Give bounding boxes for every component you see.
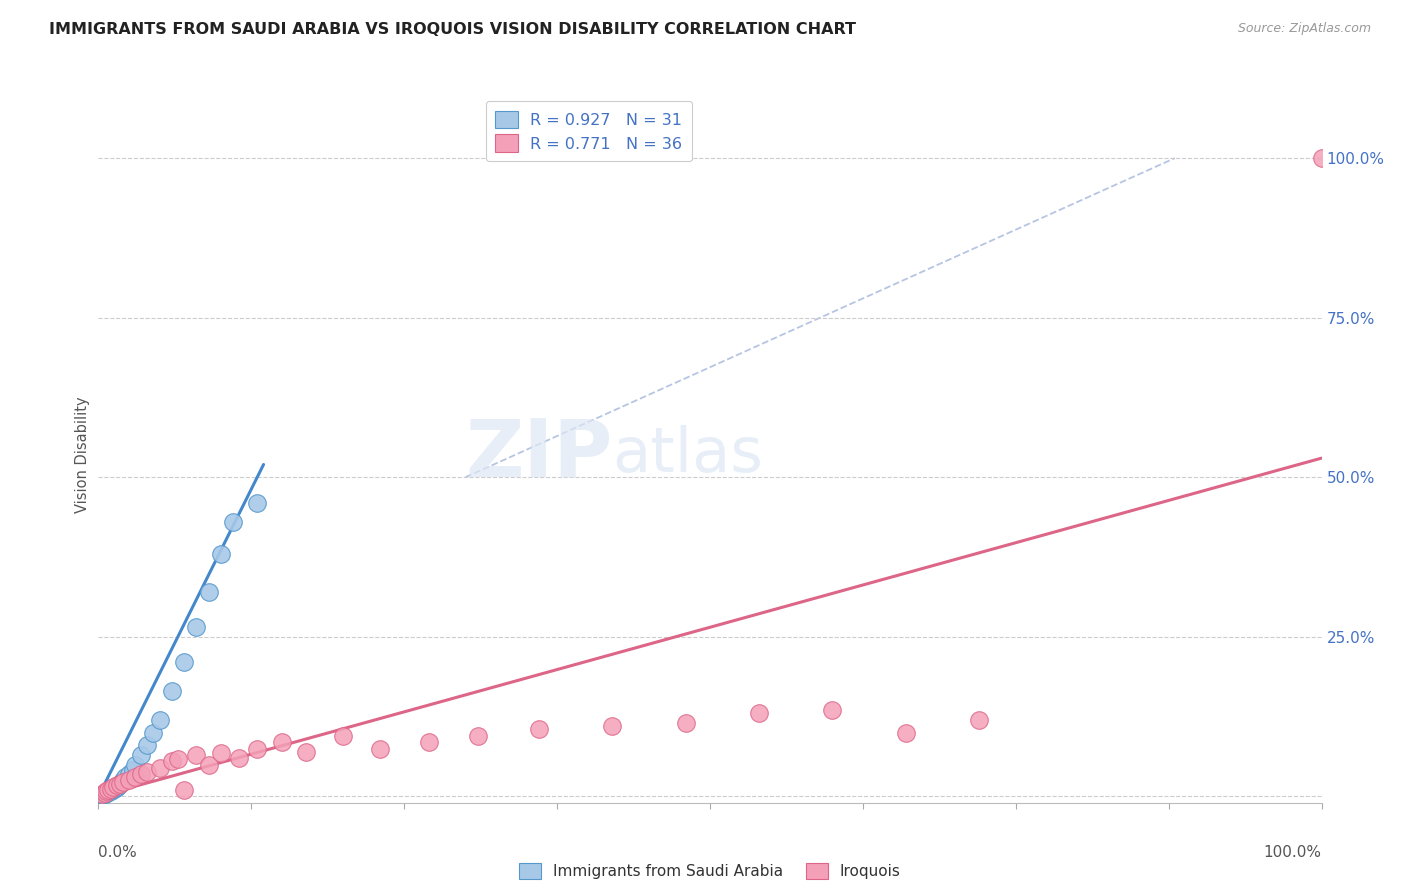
Y-axis label: Vision Disability: Vision Disability <box>75 397 90 513</box>
Point <box>118 773 141 788</box>
Point <box>93 787 115 801</box>
Point <box>186 747 208 762</box>
Point <box>129 747 152 762</box>
Point <box>94 786 117 800</box>
Point <box>100 783 122 797</box>
Point <box>209 547 232 561</box>
Point <box>173 783 195 797</box>
Point <box>675 716 697 731</box>
Point <box>101 782 124 797</box>
Point <box>114 770 136 784</box>
Point <box>94 784 117 798</box>
Point <box>600 719 623 733</box>
Text: atlas: atlas <box>612 425 763 485</box>
Point <box>111 775 134 789</box>
Point <box>209 746 232 760</box>
Point <box>418 735 440 749</box>
Point <box>295 745 318 759</box>
Point <box>197 585 219 599</box>
Point <box>332 729 354 743</box>
Point <box>118 767 141 781</box>
Point <box>100 781 122 796</box>
Point <box>124 770 146 784</box>
Point <box>173 656 195 670</box>
Point <box>527 723 550 737</box>
Point <box>149 761 172 775</box>
Legend: Immigrants from Saudi Arabia, Iroquois: Immigrants from Saudi Arabia, Iroquois <box>513 856 907 886</box>
Point <box>160 754 183 768</box>
Point <box>186 620 208 634</box>
Point <box>105 780 128 794</box>
Point <box>101 783 124 797</box>
Point <box>103 781 125 796</box>
Point <box>104 781 127 796</box>
Point <box>98 784 121 798</box>
Point <box>110 777 132 791</box>
Point <box>748 706 770 721</box>
Point <box>197 757 219 772</box>
Point <box>1310 151 1333 165</box>
Point <box>136 765 159 780</box>
Point <box>160 684 183 698</box>
Point <box>91 787 114 801</box>
Point <box>222 515 245 529</box>
Point <box>105 778 128 792</box>
Point <box>91 788 114 802</box>
Point <box>142 725 165 739</box>
Point <box>228 751 250 765</box>
Point <box>270 735 294 749</box>
Point <box>111 773 134 788</box>
Text: ZIP: ZIP <box>465 416 612 494</box>
Point <box>894 725 917 739</box>
Text: 0.0%: 0.0% <box>98 845 138 860</box>
Point <box>246 741 269 756</box>
Point <box>93 786 115 800</box>
Point <box>967 713 990 727</box>
Point <box>97 783 120 797</box>
Point <box>97 785 120 799</box>
Point <box>136 739 159 753</box>
Point <box>821 703 844 717</box>
Point <box>167 752 190 766</box>
Point <box>149 713 172 727</box>
Point <box>110 777 132 791</box>
Point <box>129 767 152 781</box>
Text: IMMIGRANTS FROM SAUDI ARABIA VS IROQUOIS VISION DISABILITY CORRELATION CHART: IMMIGRANTS FROM SAUDI ARABIA VS IROQUOIS… <box>49 22 856 37</box>
Point <box>467 729 489 743</box>
Text: 100.0%: 100.0% <box>1264 845 1322 860</box>
Point <box>124 757 146 772</box>
Point <box>121 763 143 777</box>
Point <box>368 741 391 756</box>
Point <box>91 788 114 802</box>
Point <box>96 786 118 800</box>
Point <box>101 780 124 794</box>
Point <box>107 779 129 793</box>
Text: Source: ZipAtlas.com: Source: ZipAtlas.com <box>1237 22 1371 36</box>
Point <box>246 496 269 510</box>
